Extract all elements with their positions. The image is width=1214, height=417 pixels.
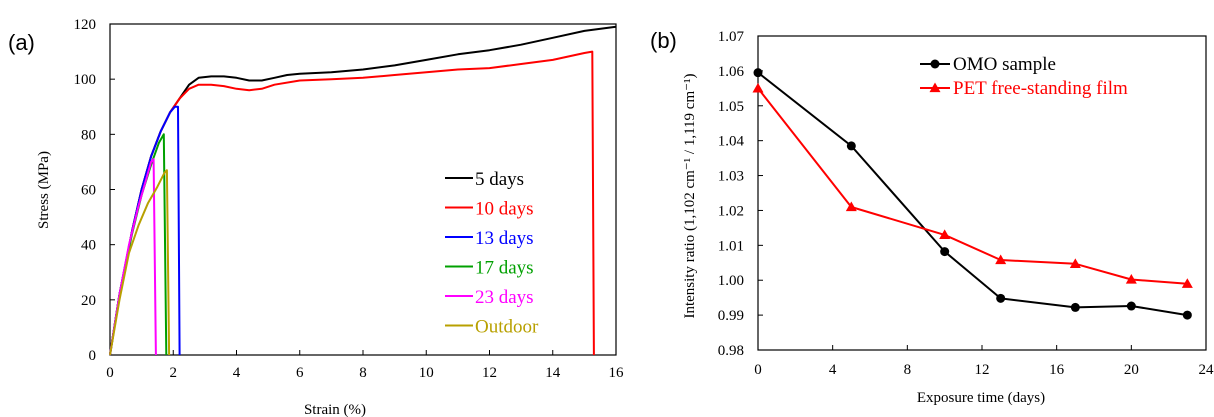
x-tick-label-b: 8: [904, 362, 912, 378]
y-axis-label-a: Stress (MPa): [36, 151, 52, 229]
legend-label-b: PET free-standing film: [953, 78, 1128, 99]
x-tick-label-a: 12: [482, 365, 497, 381]
y-tick-label-b: 1.00: [718, 273, 744, 289]
x-tick-label-a: 14: [545, 365, 561, 381]
legend-label-a: 13 days: [475, 228, 534, 249]
data-point-pet-free-standing-film: [995, 254, 1007, 265]
x-tick-label-a: 4: [233, 365, 241, 381]
legend-label-a: 5 days: [475, 169, 524, 190]
series-line-23-days: [109, 158, 157, 356]
legend-a: 5 days 10 days 13 days 17 days 23 days Outdoo…: [445, 169, 539, 338]
y-tick-label-b: 1.05: [718, 99, 744, 115]
data-point-pet-free-standing-film: [1069, 258, 1081, 268]
series-line-pet-free-standing-film: [757, 87, 1188, 285]
ticks-a: 0 2 4 6 8 10 12 14 16 0 20 40 60 80 100 120: [74, 17, 625, 381]
x-tick-label-a: 6: [296, 365, 304, 381]
series-group-a: [109, 25, 617, 356]
series-line-omo-sample: [757, 71, 1188, 317]
y-tick-label-b: 0.98: [718, 343, 744, 359]
y-tick-label-b: 1.06: [718, 64, 745, 80]
data-point-omo-sample: [940, 247, 950, 257]
series-line-5-days: [109, 25, 617, 356]
data-point-omo-sample: [1126, 301, 1136, 311]
y-tick-label-b: 0.99: [718, 308, 744, 324]
y-tick-label-b: 1.02: [718, 203, 744, 219]
legend-label-a: 10 days: [475, 199, 534, 220]
x-tick-label-b: 20: [1124, 362, 1139, 378]
data-point-omo-sample: [1182, 310, 1192, 320]
x-tick-label-a: 16: [609, 365, 625, 381]
legend-label-a: 23 days: [475, 287, 534, 308]
data-point-pet-free-standing-film: [939, 229, 951, 239]
series-line-17-days: [109, 133, 168, 356]
y-tick-label-a: 80: [81, 127, 96, 143]
stress-strain-chart: (a) 0 2 4 6 8 10 12 14 16 0 20 40 60 80 100 120 Strain …: [8, 17, 624, 417]
plot-frame-a: [109, 23, 617, 356]
y-tick-label-a: 40: [81, 238, 96, 254]
data-point-pet-free-standing-film: [752, 82, 764, 93]
x-tick-label-b: 12: [975, 362, 990, 378]
data-point-omo-sample: [753, 68, 763, 78]
y-tick-label-b: 1.04: [718, 134, 745, 150]
y-axis-label-b: Intensity ratio (1,102 cm⁻¹ / 1,119 cm⁻¹…: [682, 73, 698, 318]
y-tick-label-a: 20: [81, 293, 96, 309]
x-axis-label-b: Exposure time (days): [917, 390, 1045, 406]
x-tick-label-b: 4: [829, 362, 837, 378]
data-point-pet-free-standing-film: [1125, 274, 1137, 284]
data-point-omo-sample: [1070, 302, 1080, 312]
data-point-pet-free-standing-film: [845, 201, 857, 212]
intensity-ratio-chart: (b) 0 4 8 12 16 20 24 0.98 0.99 1.00 1.01 1.02 1.03 1…: [650, 28, 1214, 406]
data-point-omo-sample: [846, 141, 856, 151]
x-tick-label-a: 2: [170, 365, 178, 381]
y-tick-label-a: 120: [74, 17, 97, 33]
ticks-b: 0 4 8 12 16 20 24 0.98 0.99 1.00 1.01 1.02 1.03 1.04 1…: [718, 29, 1214, 378]
x-tick-label-a: 10: [419, 365, 434, 381]
x-axis-label-a: Strain (%): [304, 402, 366, 417]
x-tick-label-a: 0: [106, 365, 114, 381]
x-tick-label-b: 24: [1199, 362, 1214, 378]
x-tick-label-a: 8: [359, 365, 367, 381]
series-group-b: [752, 68, 1193, 320]
x-tick-label-b: 0: [754, 362, 762, 378]
x-tick-label-b: 16: [1049, 362, 1065, 378]
legend-marker-omo-sample: [930, 59, 940, 69]
y-tick-label-b: 1.07: [718, 29, 745, 45]
panel-label-b: (b): [650, 28, 677, 53]
legend-label-a: Outdoor: [475, 317, 539, 338]
data-point-pet-free-standing-film: [1181, 278, 1193, 288]
legend-label-a: 17 days: [475, 258, 534, 279]
y-tick-label-b: 1.03: [718, 169, 744, 185]
y-tick-label-a: 100: [74, 72, 97, 88]
legend-b: OMO sample PET free-standing film: [920, 54, 1128, 99]
legend-label-b: OMO sample: [953, 54, 1056, 75]
legend-marker-pet-free-standing-film: [929, 82, 941, 93]
y-tick-label-a: 60: [81, 183, 96, 199]
data-point-omo-sample: [996, 293, 1006, 303]
series-line-outdoor: [109, 169, 171, 356]
y-tick-label-a: 0: [89, 348, 97, 364]
y-tick-label-b: 1.01: [718, 238, 744, 254]
panel-label-a: (a): [8, 30, 35, 55]
